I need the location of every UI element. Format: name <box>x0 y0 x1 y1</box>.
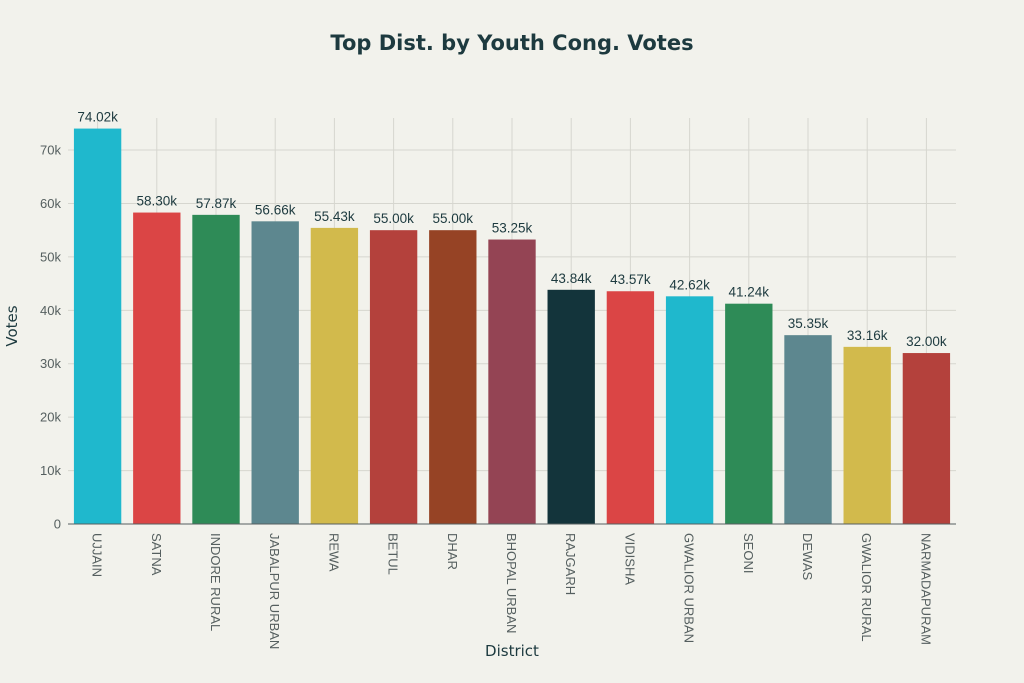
x-tick-label: GWALIOR URBAN <box>682 533 697 643</box>
x-tick-label: VIDISHA <box>622 533 637 585</box>
bar <box>73 128 122 524</box>
x-tick-label: SATNA <box>149 533 164 576</box>
bar <box>429 230 477 524</box>
x-tick-label: INDORE RURAL <box>208 533 223 631</box>
x-tick-label: RAJGARH <box>563 533 578 595</box>
x-tick-label: NARMADAPURAM <box>918 533 933 645</box>
bar <box>843 346 891 524</box>
bars <box>73 128 951 525</box>
x-tick-label: SEONI <box>741 533 756 573</box>
bar <box>251 221 299 524</box>
x-axis-title: District <box>485 642 539 660</box>
y-tick-label: 20k <box>40 410 61 425</box>
y-tick-label: 70k <box>40 143 61 158</box>
bar-value-label: 43.84k <box>551 271 592 286</box>
bar-value-label: 35.35k <box>788 316 829 331</box>
x-tick-label: UJJAIN <box>90 533 105 577</box>
bar-value-label: 56.66k <box>255 202 296 217</box>
y-tick-label: 10k <box>40 463 61 478</box>
data-labels: 74.02k 58.30k 57.87k 56.66k 55.43k 55.00k 55.0… <box>77 110 947 349</box>
x-tick-label: REWA <box>326 533 341 572</box>
bar <box>133 212 181 524</box>
bar-value-label: 32.00k <box>906 334 947 349</box>
x-tick-label: GWALIOR RURAL <box>859 533 874 642</box>
bar <box>488 239 536 524</box>
y-tick-label: 40k <box>40 303 61 318</box>
bar <box>606 291 655 524</box>
bar <box>310 227 359 525</box>
bar-value-label: 57.87k <box>196 196 237 211</box>
y-tick-label: 50k <box>40 249 61 264</box>
bar-value-label: 55.43k <box>314 209 355 224</box>
bar-value-label: 42.62k <box>669 277 710 292</box>
bar <box>192 214 240 525</box>
bar-value-label: 33.16k <box>847 328 888 343</box>
x-tick-label: DEWAS <box>800 533 815 581</box>
bar-value-label: 55.00k <box>373 211 414 226</box>
x-tick-label: BETUL <box>386 533 401 575</box>
bar-value-label: 74.02k <box>77 110 118 125</box>
y-axis-title: Votes <box>3 305 21 346</box>
x-tick-label: JABALPUR URBAN <box>267 533 282 649</box>
bar-value-label: 55.00k <box>433 211 474 226</box>
y-tick-label: 60k <box>40 196 61 211</box>
bar <box>902 353 951 524</box>
x-axis-ticks: UJJAIN SATNA INDORE RURAL JABALPUR URBAN REW… <box>90 533 934 649</box>
bar <box>665 296 714 524</box>
y-tick-label: 0 <box>54 517 61 532</box>
bar-value-label: 53.25k <box>492 221 533 236</box>
x-tick-label: BHOPAL URBAN <box>504 533 519 633</box>
bar-value-label: 58.30k <box>137 194 178 209</box>
bar <box>784 335 832 524</box>
y-axis-ticks: 0 10k 20k 30k 40k 50k 60k 70k <box>40 143 61 532</box>
bar-value-label: 41.24k <box>729 285 770 300</box>
bar <box>369 230 418 524</box>
chart-title: Top Dist. by Youth Cong. Votes <box>330 31 693 55</box>
y-tick-label: 30k <box>40 356 61 371</box>
bar <box>725 303 773 524</box>
x-tick-label: DHAR <box>445 533 460 570</box>
bar-value-label: 43.57k <box>610 272 651 287</box>
bar <box>547 289 595 524</box>
